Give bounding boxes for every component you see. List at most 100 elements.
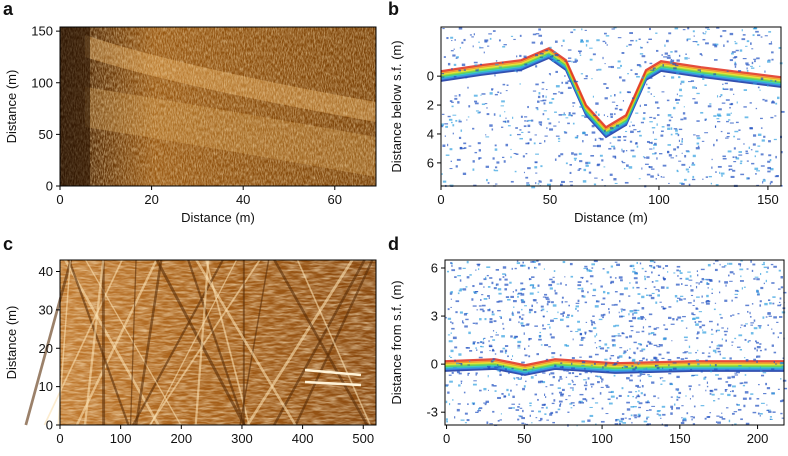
echo-speck <box>490 38 492 40</box>
echo-speck <box>730 391 731 392</box>
echo-speck <box>498 366 502 368</box>
echo-speck <box>446 155 450 156</box>
echo-speck <box>628 92 631 94</box>
echo-speck <box>709 346 711 347</box>
echo-speck <box>538 35 542 37</box>
echo-speck <box>708 105 712 107</box>
echo-speck <box>598 119 600 121</box>
echo-speck <box>745 151 747 153</box>
echo-speck <box>502 46 505 48</box>
x-tick-label: 40 <box>236 192 250 207</box>
echo-speck <box>632 271 635 273</box>
echo-speck <box>610 127 614 129</box>
echo-speck <box>644 421 648 423</box>
echo-speck <box>634 417 637 418</box>
echo-speck <box>630 375 632 377</box>
echo-speck <box>535 182 536 184</box>
echo-speck <box>651 271 653 273</box>
echo-speck <box>610 358 612 360</box>
echo-speck <box>598 69 602 71</box>
echo-speck <box>675 99 677 101</box>
echo-speck <box>515 289 517 291</box>
echo-speck <box>661 176 662 177</box>
echo-speck <box>732 170 735 172</box>
panel-label: a <box>3 0 14 19</box>
echo-speck <box>475 291 478 292</box>
echo-speck <box>637 401 639 403</box>
echo-speck <box>703 33 706 34</box>
echo-speck <box>653 131 654 133</box>
echo-speck <box>677 357 680 359</box>
echo-speck <box>549 374 550 376</box>
echo-speck <box>735 156 737 158</box>
echo-speck <box>463 322 465 323</box>
echo-speck <box>733 156 735 158</box>
echo-speck <box>515 70 517 72</box>
echo-speck <box>698 282 699 284</box>
echo-speck <box>537 109 539 111</box>
echo-speck <box>560 282 562 284</box>
echo-speck <box>662 54 663 56</box>
echo-speck <box>732 345 733 346</box>
echo-speck <box>693 300 694 302</box>
echo-speck <box>520 282 523 284</box>
echo-speck <box>693 416 695 418</box>
echo-speck <box>575 59 577 60</box>
echo-speck <box>607 292 609 294</box>
echo-speck <box>606 386 609 388</box>
echo-speck <box>594 363 596 365</box>
echo-speck <box>450 357 452 358</box>
echo-speck <box>522 288 526 290</box>
echo-speck <box>666 40 669 42</box>
echo-speck <box>544 394 545 396</box>
echo-speck <box>772 344 774 346</box>
echo-speck <box>538 96 540 98</box>
echo-speck <box>759 304 761 306</box>
echo-speck <box>517 134 521 135</box>
echo-speck <box>621 418 624 420</box>
echo-speck <box>479 318 481 320</box>
echo-speck <box>781 286 783 288</box>
echo-speck <box>501 335 505 337</box>
echo-speck <box>522 262 524 264</box>
echo-speck <box>543 113 545 115</box>
echo-speck <box>584 368 585 370</box>
echo-speck <box>612 28 615 29</box>
echo-speck <box>461 382 462 384</box>
echo-speck <box>541 306 544 308</box>
echo-speck <box>769 316 772 317</box>
echo-speck <box>661 358 664 359</box>
echo-speck <box>624 366 626 368</box>
echo-speck <box>636 287 639 289</box>
echo-speck <box>508 407 512 409</box>
echo-speck <box>448 318 451 320</box>
echo-speck <box>590 330 593 332</box>
echo-speck <box>641 317 645 318</box>
echo-speck <box>639 360 643 361</box>
echo-speck <box>550 56 553 58</box>
echo-speck <box>738 151 741 153</box>
echo-speck <box>467 403 469 405</box>
echo-speck <box>621 309 623 310</box>
echo-speck <box>499 374 501 376</box>
echo-speck <box>619 347 622 348</box>
echo-speck <box>532 42 536 44</box>
echo-speck <box>716 421 717 423</box>
echo-speck <box>651 332 655 334</box>
echo-speck <box>473 403 474 405</box>
echo-speck <box>655 359 658 361</box>
echo-speck <box>701 302 704 303</box>
echo-speck <box>602 408 604 410</box>
echo-speck <box>568 383 571 384</box>
echo-speck <box>642 77 644 79</box>
echo-speck <box>681 164 685 166</box>
echo-speck <box>758 325 762 326</box>
echo-speck <box>747 160 749 161</box>
echo-speck <box>577 310 579 311</box>
echo-speck <box>657 410 661 411</box>
echo-speck <box>493 30 496 32</box>
echo-speck <box>693 41 697 42</box>
echo-speck <box>577 321 580 323</box>
echo-speck <box>624 140 627 141</box>
echo-speck <box>738 129 740 131</box>
